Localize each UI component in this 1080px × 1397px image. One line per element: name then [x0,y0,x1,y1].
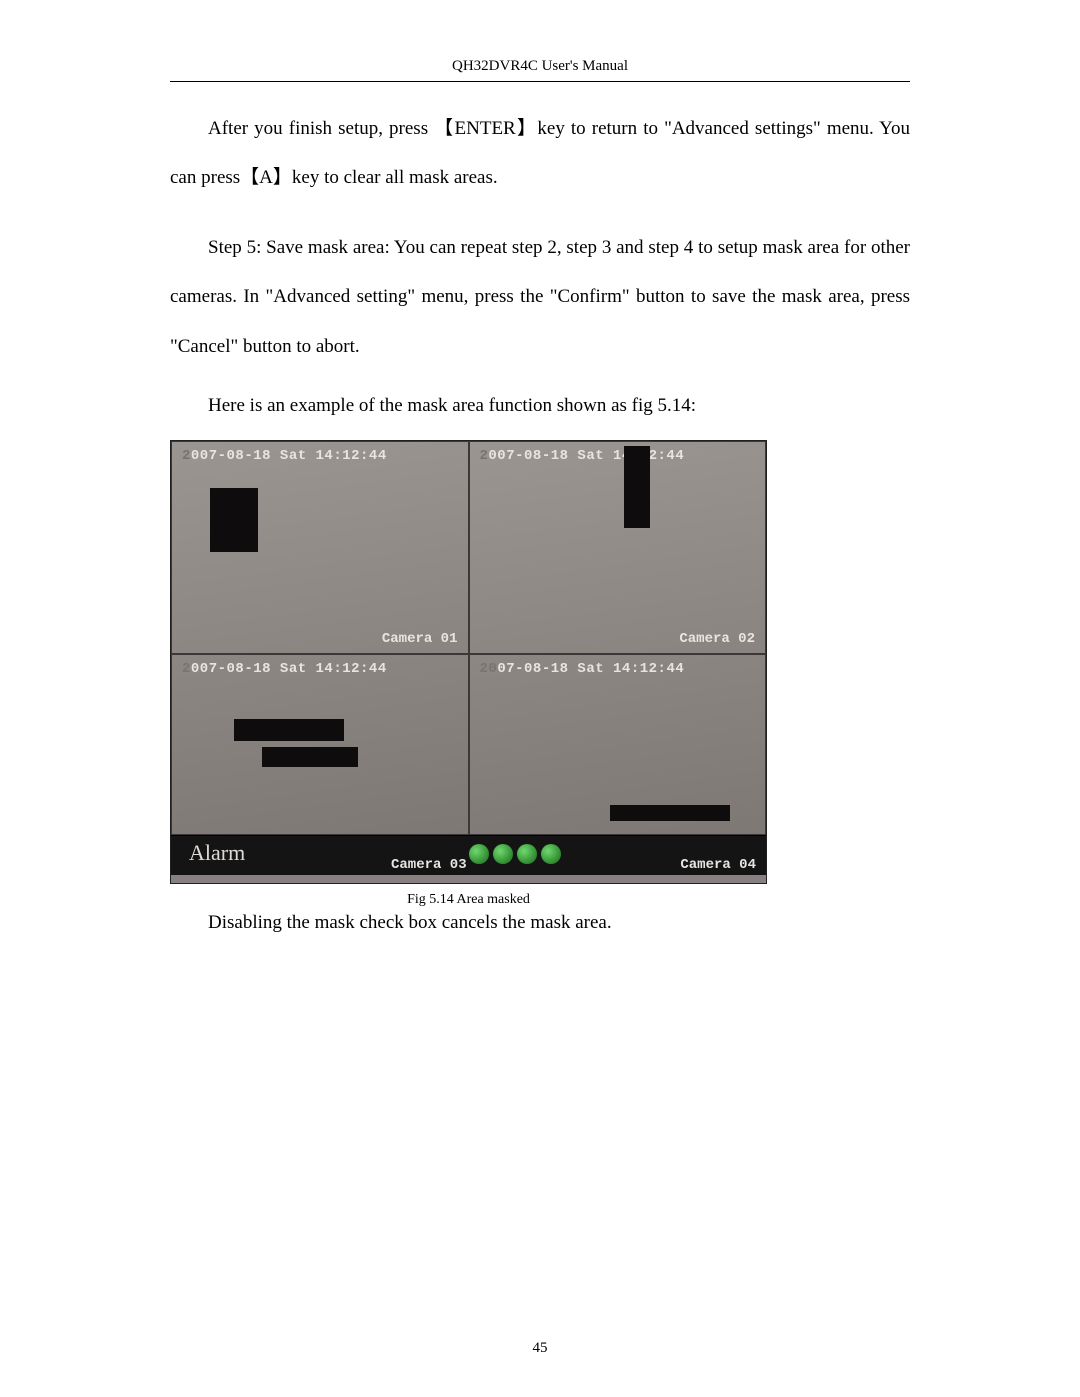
figure-caption: Fig 5.14 Area masked [170,892,767,908]
timestamp-overlay: 2007-08-18 Sat 14:12:44 [480,448,685,464]
timestamp-overlay: 2007-08-18 Sat 14:12:44 [182,448,387,464]
status-dot-icon [541,844,561,864]
status-bar: Alarm Camera 03 Camera 04 [171,835,766,875]
mask-region [610,805,730,821]
camera-label: Camera 01 [382,631,458,647]
camera-quadrant-2: 2007-08-18 Sat 14:12:44 Camera 02 [469,441,767,654]
header-rule [170,81,910,82]
status-dot-icon [493,844,513,864]
paragraph-4: Disabling the mask check box cancels the… [170,912,910,934]
figure-screenshot: 2007-08-18 Sat 14:12:44 Camera 01 2007-0… [170,440,767,884]
camera-quadrant-1: 2007-08-18 Sat 14:12:44 Camera 01 [171,441,469,654]
status-dot-icon [469,844,489,864]
camera-quadrant-4: 2007-08-18 Sat 14:12:44 [469,654,767,835]
mask-region [234,719,344,741]
camera-label: Camera 03 [391,857,467,873]
paragraph-2: Step 5: Save mask area: You can repeat s… [170,223,910,371]
status-dots [469,844,561,864]
page-number: 45 [0,1340,1080,1357]
paragraph-1: After you finish setup, press 【ENTER】key… [170,104,910,203]
manual-page: QH32DVR4C User's Manual After you finish… [0,0,1080,1397]
header-title: QH32DVR4C User's Manual [170,58,910,75]
mask-region [624,446,650,528]
camera-label: Camera 02 [679,631,755,647]
camera-label: Camera 04 [680,857,756,873]
alarm-label: Alarm [189,840,245,866]
mask-region [210,488,258,552]
paragraph-3: Here is an example of the mask area func… [170,381,910,430]
camera-quadrant-3: 2007-08-18 Sat 14:12:44 [171,654,469,835]
mask-region [262,747,358,767]
timestamp-overlay: 2007-08-18 Sat 14:12:44 [182,661,387,677]
status-dot-icon [517,844,537,864]
timestamp-overlay: 2007-08-18 Sat 14:12:44 [480,661,685,677]
spacer [170,213,910,223]
